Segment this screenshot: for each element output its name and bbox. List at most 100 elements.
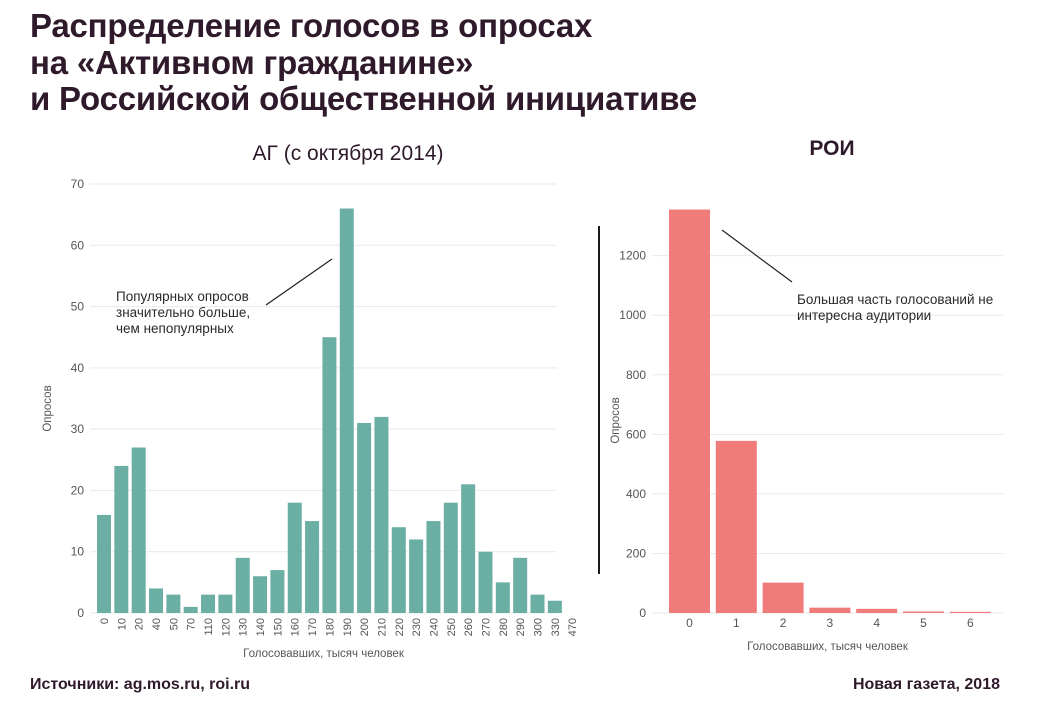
ag-annotation-line: Популярных опросов [116,289,249,304]
ag-annotation-line: чем непопулярных [116,321,234,336]
ag-x-tick-label: 240 [428,618,440,636]
roi-y-tick-label: 1000 [619,308,646,322]
ag-y-tick-label: 50 [71,300,85,314]
ag-x-tick-label: 40 [151,618,163,630]
ag-x-tick-label: 160 [290,618,302,636]
ag-y-tick-label: 0 [77,606,84,620]
roi-x-tick-label: 3 [827,616,834,630]
roi-x-tick-label: 4 [873,616,880,630]
roi-bar [856,608,898,613]
ag-bar [149,588,164,613]
ag-bar [253,576,268,613]
roi-bar [715,440,757,613]
roi-bar [809,607,851,613]
ag-bar [461,484,476,613]
ag-x-tick-label: 10 [116,618,128,630]
ag-x-tick-label: 470 [567,618,579,636]
ag-bar [287,502,302,613]
ag-x-tick-label: 0 [99,618,111,624]
ag-x-tick-label: 150 [272,618,284,636]
roi-x-tick-label: 0 [686,616,693,630]
roi-x-tick-label: 6 [967,616,974,630]
title-line-2: на «Активном гражданине» [30,43,474,81]
roi-x-tick-label: 5 [920,616,927,630]
ag-bar [478,551,493,613]
title-line-3: и Российской общественной инициативе [30,80,698,117]
ag-bar [305,521,320,613]
ag-x-tick-label: 230 [411,618,423,636]
ag-y-tick-label: 70 [71,177,85,191]
ag-bar [235,557,250,613]
roi-bar [949,611,991,613]
ag-bar [409,539,424,613]
roi-bar [762,582,804,613]
ag-y-tick-label: 20 [71,483,85,497]
ag-x-tick-label: 220 [394,618,406,636]
roi-bar [669,209,710,614]
roi-annotation-line: интересна аудитории [797,308,931,323]
roi-bar [903,611,944,613]
ag-x-tick-label: 170 [307,618,319,636]
ag-annotation-line: значительно больше, [116,305,250,320]
roi-y-axis-label: Опросов [610,397,622,443]
ag-bar [322,337,337,613]
ag-bar [374,416,389,613]
ag-bar [97,514,111,613]
ag-y-tick-label: 30 [71,422,85,436]
ag-bar [114,465,129,613]
ag-bar [357,423,372,613]
roi-y-tick-label: 1200 [619,249,646,263]
ag-x-tick-label: 210 [376,618,388,636]
ag-y-axis-label: Опросов [42,385,54,431]
roi-annotation-line: Большая часть голосований не [797,292,993,307]
ag-bar [426,521,441,613]
ag-x-tick-label: 140 [255,618,267,636]
roi-x-tick-label: 2 [780,616,787,630]
roi-x-tick-label: 1 [733,616,740,630]
ag-bar [547,600,562,613]
roi-chart-title: РОИ [809,137,854,160]
ag-annotation-pointer [265,258,333,306]
ag-x-tick-label: 190 [342,618,354,636]
ag-x-tick-label: 120 [220,618,232,636]
ag-bar [131,447,146,613]
ag-bar [443,502,458,613]
page-title: Распределение голосов в опросах на «Акти… [30,7,698,118]
ag-bar [339,208,354,613]
roi-x-axis-label: Голосовавших, тысяч человек [747,641,909,653]
ag-bar [166,594,181,613]
ag-bar [183,606,198,613]
sources-footnote: Источники: ag.mos.ru, roi.ru [30,676,251,693]
ag-x-tick-label: 300 [533,618,545,636]
ag-x-tick-label: 260 [463,618,475,636]
ag-x-tick-label: 180 [324,618,336,636]
ag-y-tick-label: 40 [71,361,85,375]
roi-y-tick-label: 800 [626,368,646,382]
ag-x-tick-label: 270 [480,618,492,636]
ag-x-tick-label: 250 [446,618,458,636]
ag-x-tick-label: 290 [515,618,527,636]
ag-bar [513,557,528,613]
ag-x-axis-label: Голосовавших, тысяч человек [243,648,405,660]
roi-y-tick-label: 0 [639,606,646,620]
roi-y-tick-label: 600 [626,427,646,441]
ag-chart-title: АГ (с октября 2014) [252,142,443,165]
ag-bar [218,594,233,613]
ag-x-tick-label: 20 [134,618,146,630]
ag-x-tick-label: 280 [498,618,510,636]
ag-bar [391,527,406,613]
ag-x-tick-label: 330 [550,618,562,636]
ag-chart: АГ (с октября 2014) 0 10 20 30 40 50 60 70 0 10 20 4… [42,142,579,660]
ag-bar [201,594,216,613]
ag-y-tick-label: 60 [71,238,85,252]
ag-bar [530,594,545,613]
publisher-credit: Новая газета, 2018 [852,676,1000,693]
ag-bar [270,570,285,613]
ag-x-tick-label: 130 [238,618,250,636]
title-line-1: Распределение голосов в опросах [30,7,593,44]
ag-x-tick-label: 70 [186,618,198,630]
roi-y-tick-label: 400 [626,487,646,501]
ag-bar [495,582,510,613]
